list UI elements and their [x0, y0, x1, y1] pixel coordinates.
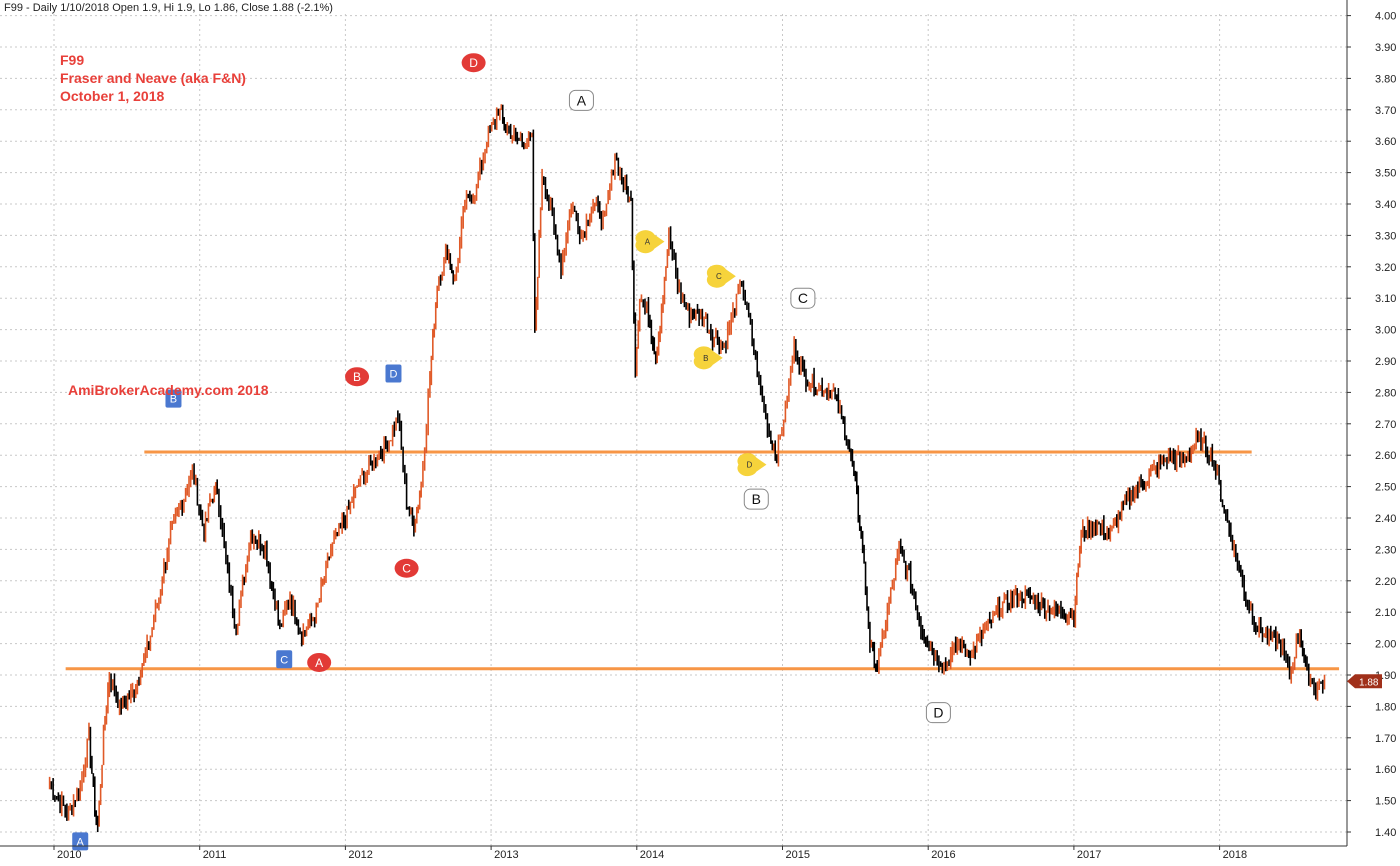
y-tick-label: 2.40 [1375, 513, 1396, 525]
y-tick-label: 2.80 [1375, 387, 1396, 399]
marker-label: D [933, 705, 943, 721]
pattern-marker-yellow-tag: B [693, 346, 723, 370]
y-tick-label: 3.00 [1375, 325, 1396, 337]
x-tick-label: 2010 [57, 849, 81, 861]
pattern-marker-red-oval: B [345, 367, 370, 387]
pattern-marker-yellow-tag: A [635, 230, 665, 254]
y-tick-label: 3.80 [1375, 73, 1396, 85]
x-tick-label: 2012 [348, 849, 372, 861]
marker-label: C [280, 654, 288, 666]
marker-label: D [747, 461, 753, 470]
y-tick-label: 3.60 [1375, 136, 1396, 148]
y-tick-label: 2.60 [1375, 450, 1396, 462]
y-tick-label: 2.30 [1375, 544, 1396, 556]
pattern-markers: A B C D A B C D A B C D A B C D [72, 53, 951, 851]
pattern-marker-blue-square: D [385, 364, 402, 383]
marker-label: D [390, 369, 398, 381]
y-tick-label: 2.50 [1375, 482, 1396, 494]
marker-shape [568, 89, 594, 111]
pattern-marker-red-oval: A [307, 652, 332, 672]
annotation-ticker: F99 [60, 52, 84, 68]
marker-shape [461, 53, 486, 73]
marker-label: B [703, 354, 708, 363]
y-tick-label: 1.60 [1375, 764, 1396, 776]
pattern-marker-blue-square: A [72, 832, 89, 851]
support-lines [65, 450, 1340, 671]
marker-shape [307, 652, 332, 672]
annotation-company: Fraser and Neave (aka F&N) [60, 70, 246, 86]
y-tick-label: 3.10 [1375, 293, 1396, 305]
y-tick-label: 3.40 [1375, 199, 1396, 211]
y-tick-label: 3.50 [1375, 168, 1396, 180]
pattern-marker-white-box: D [925, 702, 951, 724]
marker-label: B [170, 394, 177, 406]
last-price-tag [1347, 674, 1382, 689]
y-tick-label: 1.50 [1375, 796, 1396, 808]
pattern-marker-yellow-tag: C [706, 264, 736, 288]
marker-shape [276, 650, 293, 669]
marker-shape [737, 453, 767, 477]
pattern-marker-yellow-tag: D [737, 453, 767, 477]
y-tick-label: 1.70 [1375, 733, 1396, 745]
marker-shape [165, 389, 182, 408]
x-tick-label: 2018 [1223, 849, 1247, 861]
pattern-marker-white-box: B [743, 488, 769, 510]
y-tick-label: 4.00 [1375, 11, 1396, 23]
marker-shape [345, 367, 370, 387]
marker-shape [635, 230, 665, 254]
chart-header: F99 - Daily 1/10/2018 Open 1.9, Hi 1.9, … [4, 2, 333, 14]
marker-label: C [716, 272, 722, 281]
marker-label: C [402, 562, 411, 576]
marker-shape [394, 558, 419, 578]
marker-shape [925, 702, 951, 724]
x-tick-label: 2013 [494, 849, 518, 861]
pattern-marker-blue-square: B [165, 389, 182, 408]
y-tick-label: 2.00 [1375, 639, 1396, 651]
pattern-marker-red-oval: D [461, 53, 486, 73]
watermark-text: AmiBrokerAcademy.com 2018 [68, 382, 269, 398]
marker-shape [693, 346, 723, 370]
marker-shape [790, 287, 816, 309]
y-tick-label: 3.30 [1375, 230, 1396, 242]
marker-label: A [77, 836, 85, 848]
marker-label: B [752, 491, 761, 507]
pattern-marker-blue-square: C [276, 650, 293, 669]
marker-label: A [645, 238, 651, 247]
x-tick-label: 2015 [786, 849, 810, 861]
y-tick-label: 3.20 [1375, 262, 1396, 274]
x-tick-label: 2011 [203, 849, 227, 861]
marker-label: D [469, 56, 478, 70]
pattern-marker-red-oval: C [394, 558, 419, 578]
y-tick-label: 1.40 [1375, 827, 1396, 839]
pattern-marker-white-box: A [568, 89, 594, 111]
y-tick-label: 1.80 [1375, 701, 1396, 713]
marker-label: B [353, 370, 361, 384]
last-price-label: 1.88 [1359, 677, 1379, 688]
price-series [48, 104, 1326, 833]
y-tick-label: 2.90 [1375, 356, 1396, 368]
y-tick-label: 2.10 [1375, 607, 1396, 619]
marker-label: A [315, 656, 323, 670]
x-tick-label: 2014 [640, 849, 664, 861]
marker-shape [706, 264, 736, 288]
x-tick-label: 2016 [931, 849, 955, 861]
y-tick-label: 3.90 [1375, 42, 1396, 54]
pattern-marker-white-box: C [790, 287, 816, 309]
marker-shape [743, 488, 769, 510]
marker-label: A [577, 92, 587, 108]
marker-label: C [798, 290, 808, 306]
x-tick-label: 2017 [1077, 849, 1101, 861]
y-tick-label: 2.20 [1375, 576, 1396, 588]
y-tick-label: 2.70 [1375, 419, 1396, 431]
marker-shape [385, 364, 402, 383]
annotation-date: October 1, 2018 [60, 88, 164, 104]
y-tick-label: 3.70 [1375, 105, 1396, 117]
